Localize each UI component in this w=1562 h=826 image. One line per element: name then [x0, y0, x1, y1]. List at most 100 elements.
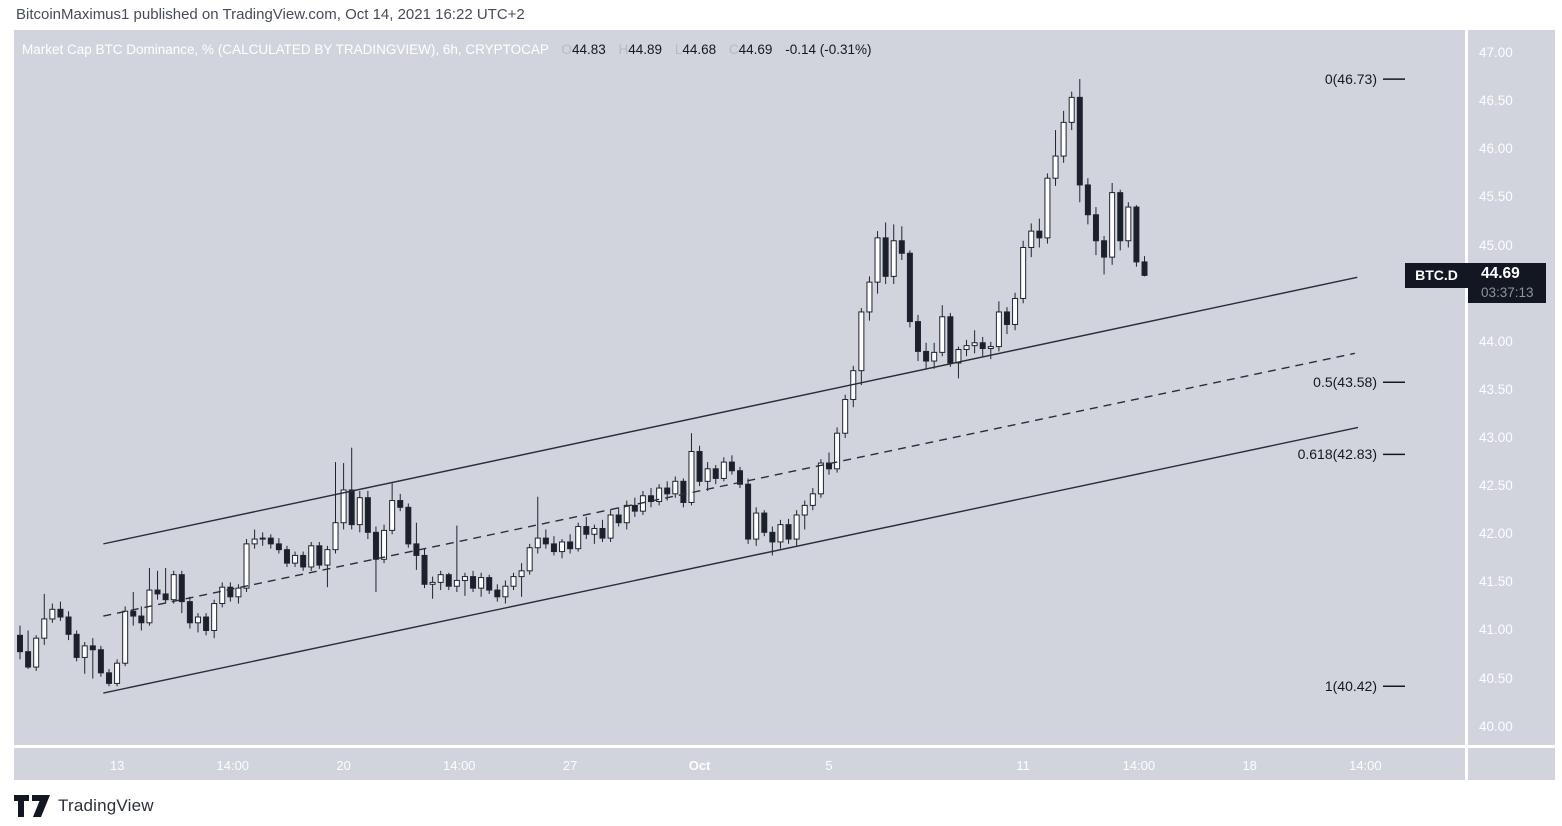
fib-level-label: 0(46.73) [1324, 71, 1377, 88]
candle [461, 572, 468, 596]
tradingview-watermark[interactable]: TradingView [14, 794, 154, 818]
candle [122, 606, 129, 667]
candle [567, 534, 574, 554]
candle [607, 510, 614, 542]
candle [259, 532, 266, 546]
candle [542, 529, 549, 549]
snapshot-attribution: BitcoinMaximus1 published on TradingView… [16, 6, 525, 23]
chart-window: Market Cap BTC Dominance, % (CALCULATED … [14, 30, 1555, 780]
candle [65, 611, 72, 641]
candle [267, 534, 274, 549]
candle [437, 570, 444, 591]
candle [494, 584, 501, 602]
price-tick-label: 46.00 [1479, 141, 1513, 157]
open-value: 44.83 [571, 42, 606, 57]
symbol-price-tag: BTC.D [1405, 263, 1468, 288]
candle [332, 462, 339, 554]
channel-upper-line[interactable] [103, 276, 1358, 545]
close-value: 44.69 [738, 42, 773, 57]
bar-countdown: 03:37:13 [1481, 285, 1534, 300]
candle [914, 314, 921, 362]
candle [1036, 218, 1043, 248]
candle [1068, 91, 1075, 131]
candle [931, 342, 938, 369]
candle [979, 336, 986, 357]
candle [300, 551, 307, 571]
candle [728, 455, 735, 475]
last-price-value: 44.69 [1481, 265, 1520, 282]
low-label: L [674, 42, 683, 57]
candle [348, 447, 355, 530]
candlestick-plot[interactable] [14, 30, 1465, 745]
candle [826, 452, 832, 475]
candle [963, 339, 970, 357]
legend-title: Market Cap BTC Dominance, % (CALCULATED … [22, 42, 549, 57]
time-tick-label: 20 [336, 758, 351, 773]
chart-pane[interactable]: Market Cap BTC Dominance, % (CALCULATED … [14, 30, 1465, 745]
price-tick-label: 41.50 [1479, 574, 1513, 590]
candle [316, 541, 323, 569]
candle [470, 570, 477, 592]
tradingview-logo-icon [14, 795, 50, 817]
candle [615, 507, 622, 527]
candle [194, 613, 201, 633]
candle [906, 250, 913, 328]
candle [114, 659, 121, 687]
candle [251, 529, 258, 549]
channel-lower-line[interactable] [103, 426, 1359, 694]
price-tick-label: 41.00 [1479, 622, 1513, 638]
time-tick-label: 18 [1242, 758, 1257, 773]
price-tick-label: 47.00 [1479, 45, 1513, 61]
price-tick-label: 43.00 [1479, 430, 1513, 446]
candle [1044, 173, 1051, 244]
price-tick-label: 43.50 [1479, 381, 1513, 397]
candle [364, 490, 371, 540]
candle [405, 503, 412, 548]
candle [599, 519, 606, 542]
candle [874, 231, 881, 294]
price-tick-label: 42.50 [1479, 478, 1513, 494]
candle [105, 668, 112, 687]
time-tick-label: 14:00 [1349, 758, 1382, 773]
price-axis[interactable]: 47.0046.5046.0045.5045.0044.5044.0043.50… [1468, 30, 1555, 745]
candle [17, 625, 23, 660]
candle [898, 226, 905, 260]
candle [413, 522, 420, 570]
candle [162, 567, 169, 604]
candle [283, 545, 290, 567]
candle [591, 524, 598, 544]
candle [526, 543, 533, 575]
candle [1109, 183, 1116, 265]
high-label: H [618, 42, 629, 57]
candle [947, 312, 954, 367]
time-tick-label: 27 [562, 758, 578, 773]
candle [1012, 292, 1019, 331]
candle [971, 330, 978, 354]
price-tick-label: 46.50 [1479, 93, 1513, 109]
candle [696, 445, 703, 487]
candle [203, 613, 210, 636]
snapshot-header: BitcoinMaximus1 published on TradingView… [0, 0, 1562, 30]
candle [785, 518, 792, 544]
axis-separator-vertical [1465, 30, 1468, 780]
candle [478, 572, 485, 597]
candle [97, 645, 104, 677]
candle [41, 593, 48, 645]
candle [211, 599, 218, 639]
channel-mid-line[interactable] [103, 352, 1355, 617]
candle [372, 526, 379, 592]
candle [737, 466, 744, 489]
candle [720, 457, 727, 482]
time-tick-label: 13 [109, 758, 125, 773]
candle [146, 567, 153, 626]
candle [138, 606, 145, 631]
price-tick-label: 44.00 [1479, 333, 1513, 349]
candle [324, 545, 331, 588]
candle [753, 507, 760, 546]
time-tick-label: 14:00 [216, 758, 250, 773]
time-axis[interactable]: 13 14:00 20 14:00 27 Oct 5 11 14:00 18 14:00 [14, 748, 1555, 780]
high-value: 44.89 [628, 42, 663, 57]
candle [648, 488, 655, 508]
candle [712, 464, 719, 485]
candle [154, 570, 161, 600]
